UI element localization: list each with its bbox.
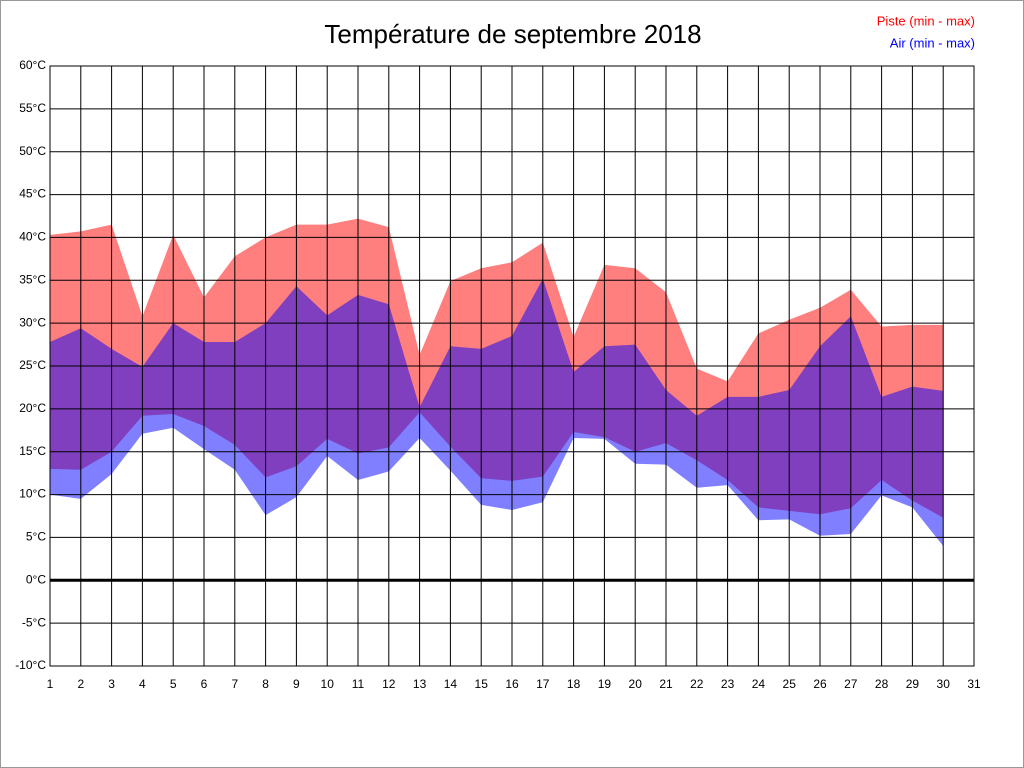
y-tick-label: 35°C [19, 272, 46, 286]
x-tick-label: 7 [231, 677, 238, 691]
y-tick-label: 15°C [19, 444, 46, 458]
chart-title: Température de septembre 2018 [324, 19, 701, 49]
x-tick-label: 1 [47, 677, 54, 691]
legend-entry: Air (min - max) [890, 35, 975, 50]
x-tick-label: 16 [505, 677, 519, 691]
x-tick-label: 28 [875, 677, 889, 691]
x-tick-label: 30 [937, 677, 951, 691]
x-tick-label: 10 [321, 677, 335, 691]
x-tick-label: 11 [352, 677, 365, 691]
y-tick-label: 25°C [19, 358, 46, 372]
y-tick-label: 5°C [26, 530, 46, 544]
x-tick-label: 12 [382, 677, 396, 691]
y-tick-label: -5°C [22, 615, 46, 629]
y-tick-label: 50°C [19, 144, 46, 158]
x-tick-label: 18 [567, 677, 581, 691]
x-tick-label: 25 [783, 677, 797, 691]
y-tick-label: 45°C [19, 187, 46, 201]
x-tick-label: 5 [170, 677, 177, 691]
range-area [50, 278, 944, 546]
x-tick-label: 27 [844, 677, 858, 691]
y-tick-label: -10°C [15, 658, 46, 672]
x-tick-label: 22 [690, 677, 704, 691]
x-tick-label: 31 [967, 677, 981, 691]
y-tick-label: 10°C [19, 487, 46, 501]
x-tick-label: 29 [906, 677, 920, 691]
y-tick-label: 20°C [19, 401, 46, 415]
x-tick-label: 17 [536, 677, 550, 691]
x-tick-label: 8 [262, 677, 269, 691]
x-tick-label: 3 [108, 677, 115, 691]
x-tick-label: 19 [598, 677, 612, 691]
y-tick-label: 60°C [19, 58, 46, 72]
x-tick-label: 21 [659, 677, 673, 691]
x-tick-label: 13 [413, 677, 427, 691]
y-tick-label: 55°C [19, 101, 46, 115]
y-tick-label: 0°C [26, 572, 46, 586]
y-tick-label: 30°C [19, 315, 46, 329]
x-tick-label: 15 [475, 677, 489, 691]
x-tick-label: 24 [752, 677, 766, 691]
x-tick-label: 23 [721, 677, 735, 691]
y-tick-label: 40°C [19, 230, 46, 244]
x-tick-label: 26 [813, 677, 827, 691]
x-tick-label: 4 [139, 677, 146, 691]
x-tick-label: 6 [201, 677, 208, 691]
x-tick-label: 20 [629, 677, 643, 691]
legend-entry: Piste (min - max) [877, 13, 975, 28]
x-tick-label: 2 [77, 677, 84, 691]
x-tick-label: 9 [293, 677, 300, 691]
x-tick-label: 14 [444, 677, 458, 691]
